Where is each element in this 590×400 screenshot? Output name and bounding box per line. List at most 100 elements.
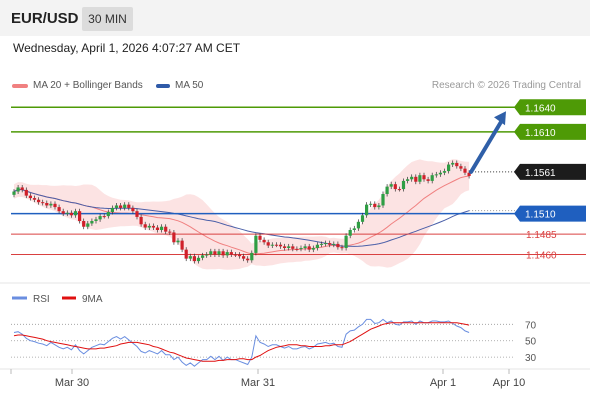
ma50-legend-swatch [156,84,170,88]
candle [57,207,61,212]
candles [12,160,471,264]
candle [201,255,205,258]
bollinger-band-fill [14,159,470,270]
x-axis: Mar 30 Mar 31 Apr 1 Apr 10 [10,369,525,389]
candle [127,204,131,208]
candle [16,187,20,192]
candle [414,176,418,182]
candle [332,243,336,245]
candle [168,231,172,233]
candle [373,203,377,208]
candle [102,216,106,218]
candle [315,244,319,248]
rsi-tick-label-50: 50 [525,337,537,348]
candle [365,204,369,216]
candle [381,194,385,206]
candle [397,189,401,191]
candle [389,184,393,187]
candle [324,243,328,245]
candle [242,256,246,259]
current-price-label: 1.1561 [525,168,556,179]
candle [311,248,315,250]
level-label-1.1485: 1.1485 [526,230,557,241]
candle [90,221,94,224]
candle [217,251,221,255]
candle [356,221,360,229]
level-tag-1.1640 [514,99,586,116]
candle [131,207,135,212]
candle [328,243,332,245]
candle [410,176,414,180]
candle [426,179,430,181]
candle [37,199,41,203]
x-tick-label: Apr 1 [430,377,456,389]
rsi-ma-line [13,322,470,362]
candle [348,230,352,236]
candle [20,187,24,190]
projection-arrow-head [494,111,506,126]
ma20-legend-label: MA 20 + Bollinger Bands [33,80,143,91]
level-tag-1.1510 [514,205,586,222]
candle [188,256,192,259]
ma20-legend-swatch [12,84,28,88]
timeframe-badge[interactable]: 30 MIN [82,7,133,31]
bollinger-bands [13,159,470,270]
candle [274,244,278,246]
credit-label: Research © 2026 Trading Central [431,80,581,91]
candle [53,203,57,208]
candle [438,172,442,175]
candle [192,256,196,262]
candle [69,212,73,216]
candle [418,175,422,182]
candle [430,175,434,181]
candle [135,211,139,217]
candle [151,225,155,228]
candle [385,186,389,194]
candle [139,216,143,225]
candle [28,195,32,199]
candle [254,235,258,253]
candle [319,243,324,245]
candle [147,225,151,228]
candle [180,240,184,250]
candle [82,221,86,227]
candle [295,248,299,250]
candle [110,207,114,212]
candle [360,215,365,222]
projection-arrow [469,111,506,174]
candle [299,248,303,249]
candle [172,232,176,243]
datetime-label: Wednesday, April 1, 2026 4:07:27 AM CET [13,41,241,55]
rsi-ma-legend-label: 9MA [82,294,103,305]
candle [155,227,160,230]
candle [336,243,340,248]
level-label-1.1640: 1.1640 [525,103,556,114]
candle [447,164,451,172]
candle [459,166,463,169]
candle [258,235,262,240]
candle [45,203,49,206]
candle [406,179,410,181]
x-tick-label: Mar 31 [241,377,275,389]
candle [160,226,164,230]
candle [119,205,123,208]
candle [98,216,102,220]
candle [307,246,311,250]
candle [344,235,348,248]
candle [352,228,356,230]
candle [377,205,381,208]
candle [278,244,283,247]
candle [24,189,28,196]
candle [369,203,373,205]
current-price-tag [514,163,586,180]
candle [12,191,16,195]
candle [196,257,201,262]
level-label-1.1460: 1.1460 [526,251,557,262]
candle [250,252,254,261]
candle [229,252,233,255]
x-tick-label: Apr 10 [493,377,525,389]
candle [143,224,147,228]
candle [442,171,447,173]
candle [266,242,270,246]
candle [78,211,82,221]
